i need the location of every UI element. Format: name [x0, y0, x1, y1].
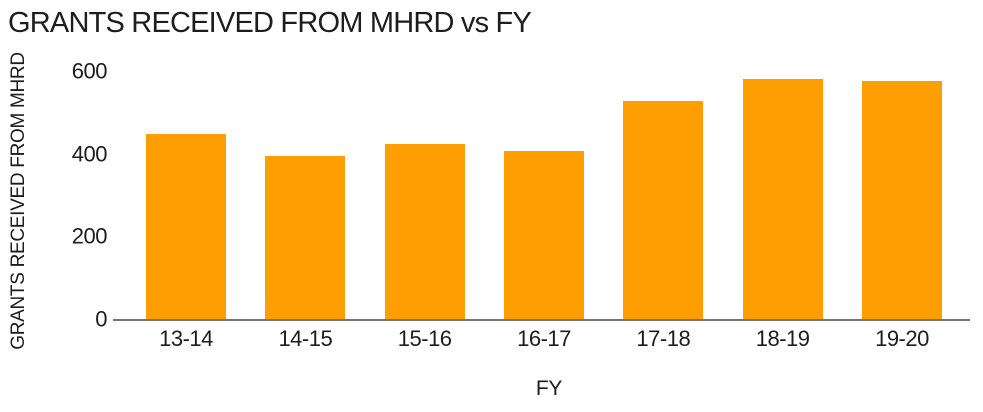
bar-16-17: [503, 150, 584, 320]
x-tick-label-17-18: 17-18: [636, 326, 691, 351]
bar-17-18: [623, 101, 704, 320]
x-tick-label-13-14: 13-14: [159, 326, 213, 351]
x-tick-label-19-20: 19-20: [875, 326, 929, 351]
bar-15-16: [384, 144, 465, 320]
x-tick-label-15-16: 15-16: [397, 326, 452, 351]
plot-area: [113, 72, 970, 320]
x-axis-line: [113, 319, 970, 321]
chart-title: GRANTS RECEIVED FROM MHRD vs FY: [8, 7, 532, 39]
x-tick-label-16-17: 16-17: [517, 326, 571, 351]
bar-19-20: [861, 81, 942, 320]
x-tick-label-18-19: 18-19: [755, 326, 810, 351]
y-tick-label-400: 400: [71, 141, 108, 167]
y-tick-label-0: 0: [95, 306, 107, 332]
x-axis-title: FY: [535, 377, 563, 400]
y-tick-label-200: 200: [71, 223, 108, 249]
bar-14-15: [265, 155, 346, 320]
x-axis-labels: 13-14 14-15 15-16 16-17 17-18 18-19 19-20: [0, 326, 983, 356]
y-tick-label-600: 600: [71, 58, 108, 84]
bar-13-14: [146, 134, 226, 320]
x-tick-label-14-15: 14-15: [278, 326, 333, 351]
bar-18-19: [742, 78, 823, 320]
y-axis-ticks: 0 200 400 600: [0, 0, 108, 412]
